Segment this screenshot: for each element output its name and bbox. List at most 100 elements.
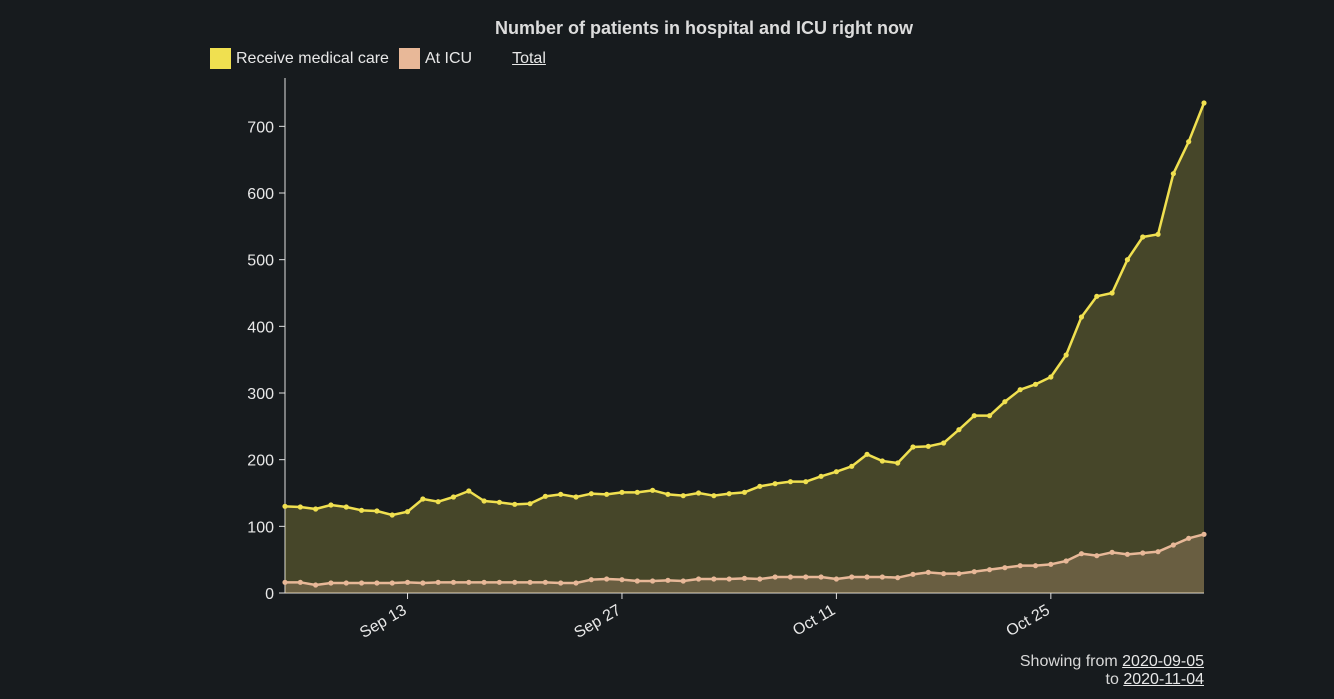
data-point-1-26 bbox=[680, 578, 686, 584]
data-point-0-34 bbox=[803, 479, 809, 485]
data-point-0-47 bbox=[1002, 399, 1008, 405]
x-tick-label: Sep 27 bbox=[572, 602, 625, 642]
data-point-0-8 bbox=[404, 509, 411, 515]
data-point-0-55 bbox=[1124, 257, 1131, 263]
series-area-1 bbox=[285, 534, 1204, 593]
data-point-1-13 bbox=[481, 579, 487, 585]
data-point-0-10 bbox=[435, 499, 441, 505]
data-point-0-12 bbox=[466, 488, 472, 494]
y-tick-label: 300 bbox=[247, 386, 274, 403]
data-point-1-45 bbox=[971, 569, 977, 575]
data-point-0-45 bbox=[971, 413, 977, 419]
data-point-1-14 bbox=[496, 579, 503, 585]
y-tick-label: 0 bbox=[265, 586, 274, 603]
legend-label-icu: At ICU bbox=[424, 49, 473, 67]
data-point-0-19 bbox=[573, 494, 579, 500]
data-point-0-14 bbox=[496, 499, 503, 505]
data-point-0-35 bbox=[818, 473, 824, 479]
data-point-1-20 bbox=[588, 577, 594, 583]
data-point-1-34 bbox=[803, 574, 809, 580]
data-point-0-23 bbox=[634, 489, 640, 495]
legend-item-icu[interactable]: At ICU bbox=[398, 48, 473, 69]
data-point-0-53 bbox=[1094, 293, 1100, 299]
data-point-1-55 bbox=[1124, 551, 1131, 557]
data-point-0-5 bbox=[358, 507, 365, 513]
x-tick-label: Sep 13 bbox=[357, 602, 410, 642]
data-point-1-49 bbox=[1032, 563, 1039, 569]
data-point-0-4 bbox=[343, 504, 349, 510]
to-date-link[interactable]: 2020-11-04 bbox=[1123, 671, 1204, 688]
data-point-1-46 bbox=[986, 567, 993, 573]
date-range-from-line: Showing from 2020-09-05 bbox=[1020, 653, 1204, 671]
data-point-0-7 bbox=[389, 512, 395, 518]
data-point-0-22 bbox=[619, 489, 625, 495]
legend-label-medical-care: Receive medical care bbox=[236, 49, 389, 67]
data-point-0-57 bbox=[1155, 231, 1161, 237]
data-point-1-21 bbox=[604, 576, 610, 582]
data-point-0-21 bbox=[604, 491, 610, 497]
data-point-0-38 bbox=[864, 451, 870, 457]
data-point-1-17 bbox=[542, 579, 548, 585]
legend-total-link[interactable]: Total bbox=[512, 49, 546, 67]
data-point-0-50 bbox=[1048, 374, 1054, 380]
data-point-0-20 bbox=[588, 491, 594, 497]
data-point-1-54 bbox=[1109, 549, 1115, 555]
data-point-0-6 bbox=[374, 508, 380, 514]
data-point-1-5 bbox=[358, 580, 365, 586]
x-tick-label: Oct 11 bbox=[790, 602, 838, 640]
data-point-0-9 bbox=[420, 496, 426, 502]
data-point-0-2 bbox=[313, 506, 319, 512]
y-tick-label: 700 bbox=[247, 119, 274, 136]
data-point-1-60 bbox=[1201, 531, 1207, 537]
data-point-0-54 bbox=[1109, 290, 1115, 296]
data-point-1-15 bbox=[512, 579, 518, 585]
data-point-1-33 bbox=[787, 574, 794, 580]
data-point-1-40 bbox=[895, 575, 901, 581]
data-point-1-16 bbox=[527, 579, 533, 585]
data-point-1-8 bbox=[404, 579, 411, 585]
y-tick-label: 500 bbox=[247, 253, 274, 270]
data-point-0-1 bbox=[297, 504, 303, 510]
data-point-1-4 bbox=[343, 580, 349, 586]
data-point-1-1 bbox=[297, 579, 303, 585]
data-point-1-7 bbox=[389, 580, 395, 586]
chart-title: Number of patients in hospital and ICU r… bbox=[495, 18, 913, 38]
data-point-1-48 bbox=[1017, 563, 1023, 569]
y-tick-label: 400 bbox=[247, 319, 274, 336]
data-point-1-38 bbox=[864, 574, 870, 580]
data-point-1-32 bbox=[772, 574, 778, 580]
data-point-1-19 bbox=[573, 580, 579, 586]
data-point-0-32 bbox=[772, 481, 778, 487]
data-point-1-36 bbox=[833, 576, 840, 582]
data-point-1-24 bbox=[650, 578, 656, 584]
data-point-0-13 bbox=[481, 498, 487, 504]
data-point-0-43 bbox=[941, 440, 947, 446]
from-date-link[interactable]: 2020-09-05 bbox=[1122, 653, 1204, 670]
data-point-1-27 bbox=[695, 576, 702, 582]
showing-from-label: Showing from bbox=[1019, 653, 1118, 670]
data-point-0-15 bbox=[512, 501, 518, 507]
series-area-0 bbox=[285, 103, 1204, 593]
data-point-1-58 bbox=[1170, 542, 1176, 548]
y-tick-label: 600 bbox=[247, 186, 274, 203]
y-tick-label: 100 bbox=[247, 519, 274, 536]
data-point-1-11 bbox=[450, 579, 457, 585]
data-point-0-25 bbox=[665, 491, 671, 497]
data-point-0-60 bbox=[1201, 100, 1207, 106]
data-point-0-41 bbox=[910, 444, 916, 450]
data-point-1-35 bbox=[818, 574, 824, 580]
legend-item-medical-care[interactable]: Receive medical care bbox=[210, 48, 389, 69]
data-point-1-57 bbox=[1155, 549, 1161, 555]
data-point-0-33 bbox=[787, 479, 794, 485]
data-point-0-24 bbox=[650, 487, 656, 493]
data-point-0-36 bbox=[833, 469, 840, 475]
data-point-0-42 bbox=[925, 443, 931, 449]
data-point-0-49 bbox=[1032, 381, 1039, 387]
data-point-0-27 bbox=[695, 490, 702, 496]
data-point-1-18 bbox=[558, 580, 564, 586]
data-point-1-3 bbox=[328, 580, 334, 586]
data-point-1-6 bbox=[374, 580, 380, 586]
data-point-0-30 bbox=[741, 489, 748, 495]
data-point-1-22 bbox=[619, 577, 625, 583]
